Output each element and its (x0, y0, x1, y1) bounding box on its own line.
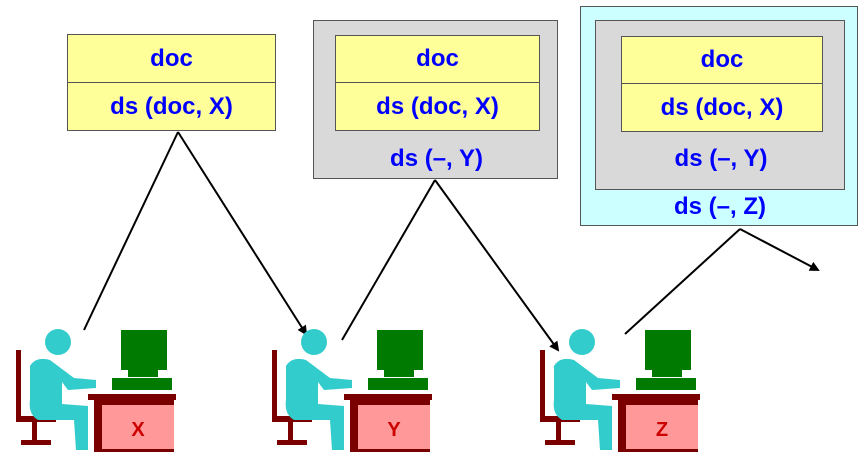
box1-doc-cell: doc (67, 34, 276, 83)
arrow-box2-to-z (434, 179, 560, 352)
desk-label-z: Z (656, 419, 668, 441)
box1-sig-x-cell: ds (doc, X) (67, 82, 276, 131)
arrow-box3-out (739, 228, 820, 271)
box3-sig-y: ds (–, Y) (674, 145, 768, 172)
desk-label-z-bg (626, 405, 698, 449)
desk-label-x: X (131, 419, 145, 441)
box2-container: doc ds (doc, X) ds (–, Y) (313, 20, 558, 179)
box2-sig-y: ds (–, Y) (390, 145, 483, 172)
box3-sig-x-cell: ds (doc, X) (621, 83, 823, 132)
desk-label-y: Y (387, 419, 401, 441)
box2-sig-x-cell: ds (doc, X) (335, 82, 540, 131)
box3-container: doc ds (doc, X) ds (–, Y) ds (–, Z) (580, 6, 858, 226)
box3-doc-cell: doc (621, 36, 823, 84)
desk-label-x-bg (102, 405, 174, 449)
box3-inner-container: doc ds (doc, X) ds (–, Y) (595, 20, 845, 190)
line-x-to-box1 (83, 131, 179, 331)
line-y-to-box2 (341, 179, 436, 341)
arrow-box1-to-y (177, 131, 308, 336)
line-z-to-box3 (624, 228, 741, 335)
box3-sig-z: ds (–, Z) (673, 193, 766, 220)
desk-label-y-bg (358, 405, 430, 449)
